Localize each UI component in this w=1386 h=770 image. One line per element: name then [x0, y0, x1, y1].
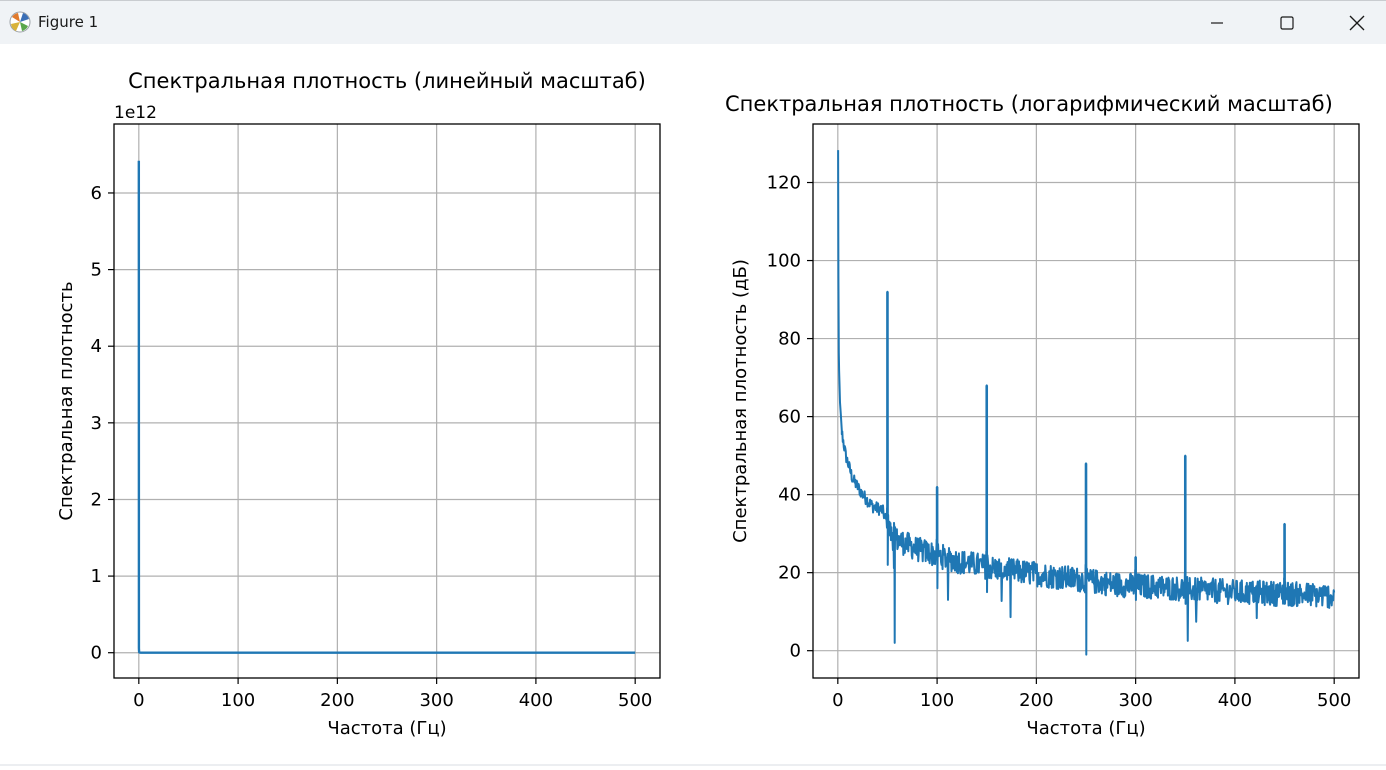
chart-right-xlabel: Частота (Гц) [1026, 718, 1145, 739]
close-button[interactable] [1322, 1, 1386, 45]
chart-left-title: Спектральная плотность (линейный масштаб… [128, 69, 646, 93]
minimize-button[interactable] [1182, 1, 1252, 45]
chart-left-ylabel: Спектральная плотность [56, 281, 77, 520]
chart-left-series-line [137, 160, 636, 654]
chart-right-series-line [837, 150, 1336, 656]
chart-left-xtick-label-3: 300 [419, 690, 453, 711]
chart-right-title: Спектральная плотность (логарифмический … [725, 92, 1333, 116]
chart-left-xtick-label-2: 200 [320, 690, 354, 711]
maximize-button[interactable] [1252, 1, 1322, 45]
chart-left-ytick-label-2: 2 [91, 489, 102, 510]
chart-left-ytick-label-1: 1 [91, 566, 102, 587]
chart-left-frame [113, 123, 661, 679]
chart-right-xtick-label-0: 0 [832, 690, 843, 711]
chart-left-xtick-label-4: 400 [519, 690, 553, 711]
chart-left-xtick-label-1: 100 [221, 690, 255, 711]
chart-right-xtick-label-4: 400 [1218, 690, 1252, 711]
chart-left-xlabel: Частота (Гц) [327, 718, 446, 739]
maximize-icon [1280, 16, 1294, 30]
figure-canvas: Спектральная плотность (линейный масштаб… [0, 44, 1386, 766]
chart-right-ylabel: Спектральная плотность (дБ) [730, 259, 751, 543]
chart-left-xtick-label-0: 0 [133, 690, 144, 711]
chart-right-ytick-label-4: 80 [778, 329, 801, 350]
chart-right-xtick-label-1: 100 [920, 690, 954, 711]
chart-right-ytick-label-5: 100 [767, 251, 801, 272]
chart-left-xtick-label-5: 500 [618, 690, 652, 711]
window-title: Figure 1 [38, 13, 99, 31]
chart-right-xtick-label-5: 500 [1317, 690, 1351, 711]
figure-svg: Спектральная плотность (линейный масштаб… [56, 69, 1360, 739]
chart-right-ytick-label-2: 40 [778, 485, 801, 506]
chart-right-ytick-label-0: 0 [790, 641, 801, 662]
chart-right-xtick-label-3: 300 [1118, 690, 1152, 711]
chart-right: 0 100 200 300 400 500 0 20 40 60 80 100 120 [767, 123, 1360, 711]
chart-right-ytick-label-6: 120 [767, 173, 801, 194]
chart-right-frame [812, 123, 1360, 679]
chart-right-ytick-label-3: 60 [778, 407, 801, 428]
chart-left-ytick-label-3: 3 [91, 413, 102, 434]
matplotlib-logo-icon [9, 11, 31, 33]
chart-left-ytick-label-4: 4 [91, 336, 102, 357]
chart-left: 0 100 200 300 400 500 0 1 2 3 4 5 6 [91, 123, 661, 711]
chart-left-ytick-label-5: 5 [91, 260, 102, 281]
chart-left-ytick-label-0: 0 [91, 643, 102, 664]
chart-right-xtick-label-2: 200 [1019, 690, 1053, 711]
chart-left-offset-text: 1e12 [114, 103, 157, 123]
chart-right-ytick-label-1: 20 [778, 563, 801, 584]
window-titlebar: Figure 1 [0, 0, 1386, 44]
window-bottom-border [0, 764, 1386, 766]
close-icon [1349, 15, 1365, 31]
chart-left-ytick-label-6: 6 [91, 183, 102, 204]
minimize-icon [1211, 22, 1223, 24]
